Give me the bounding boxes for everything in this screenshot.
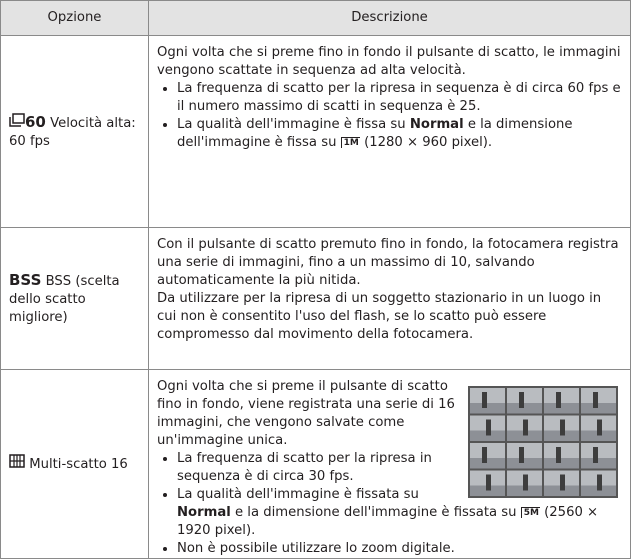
option-cell: BSS BSS (scelta dello scatto migliore) [0,227,149,370]
image-tile [523,419,528,436]
bullet: La qualità dell'immagine è fissa su Norm… [177,116,622,152]
image-tile [597,419,602,436]
bullet: Non è possibile utilizzare lo zoom digit… [177,540,622,558]
image-tile [581,458,616,469]
option-text: Velocità alta: 60 fps [9,115,136,149]
image-tile [544,458,579,469]
image-tile [556,392,561,408]
icon-label: BSS [9,270,42,289]
paragraph: Ogni volta che si preme fino in fondo il… [157,45,621,78]
size-icon: 5M [520,507,540,518]
image-tile [581,485,616,496]
image-tile [597,474,602,491]
list: La frequenza di scatto per la ripresa in… [157,80,622,152]
image-tile [519,447,524,463]
image-tile [544,485,579,496]
row: 60 Velocità alta: 60 fps Ogni volta che … [0,35,631,228]
text: (1280 × 960 pixel). [364,135,493,150]
image-tile [556,447,561,463]
image-tile [581,403,616,414]
text: e la dimensione dell'immagine è fissa su [177,117,573,150]
row: BSS BSS (scelta dello scatto migliore) C… [0,227,631,370]
image-tile [519,392,524,408]
option-text: BSS (scelta dello scatto migliore) [9,273,120,325]
image-tile [482,392,487,408]
image-tile [560,419,565,436]
image-tile [544,430,579,441]
description-cell: Ogni volta che si preme il pulsante di s… [148,369,631,559]
image-tile [507,403,542,414]
size-icon: 1M [340,137,360,148]
bullet: La frequenza di scatto per la ripresa in… [177,450,622,486]
image-tile [507,430,542,441]
text: La qualità dell'immagine è fissa su [177,117,406,132]
paragraph: Ogni volta che si preme il pulsante di s… [157,379,455,448]
image-tile [470,458,505,469]
image-tile [470,403,505,414]
text: La qualità dell'immagine è fissata su [177,487,419,502]
image-tile [486,474,491,491]
sample-image [468,386,618,498]
text: e la dimensione dell'immagine è fissata … [234,505,517,520]
image-tile [544,403,579,414]
description-cell: Con il pulsante di scatto premuto fino i… [148,227,631,370]
image-tile [593,392,598,408]
image-tile [486,419,491,436]
image-tile [470,485,505,496]
option-cell: 60 Velocità alta: 60 fps [0,35,149,228]
header-cell: Descrizione [148,0,631,36]
image-tile [560,474,565,491]
bold-text: Normal [409,117,464,132]
image-tile [507,485,542,496]
page: {"table":{"header":["Opzione","Descrizio… [0,0,631,540]
paragraph: Con il pulsante di scatto premuto fino i… [157,237,619,288]
image-tile [507,458,542,469]
bullet: La qualità dell'immagine è fissata su No… [177,486,622,540]
description-cell: Ogni volta che si preme fino in fondo il… [148,35,631,228]
paragraph: Da utilizzare per la ripresa di un sogge… [157,291,602,342]
burst-icon [9,112,25,127]
icon-label: 60 [25,112,46,131]
option-text: Multi-scatto 16 [29,457,128,472]
image-tile [470,430,505,441]
header-cell: Opzione [0,0,149,36]
row: Multi-scatto 16 Ogni volta che si preme … [0,369,631,559]
image-tile [581,430,616,441]
multi-icon [9,454,25,468]
bullet: La frequenza di scatto per la ripresa in… [177,80,622,116]
option-cell: Multi-scatto 16 [0,369,149,559]
image-tile [482,447,487,463]
text: (2560 × 1920 pixel). [177,505,599,538]
image-tile [593,447,598,463]
header-row: Opzione Descrizione [0,0,631,36]
image-tile [523,474,528,491]
bold-text: Normal [177,505,231,520]
